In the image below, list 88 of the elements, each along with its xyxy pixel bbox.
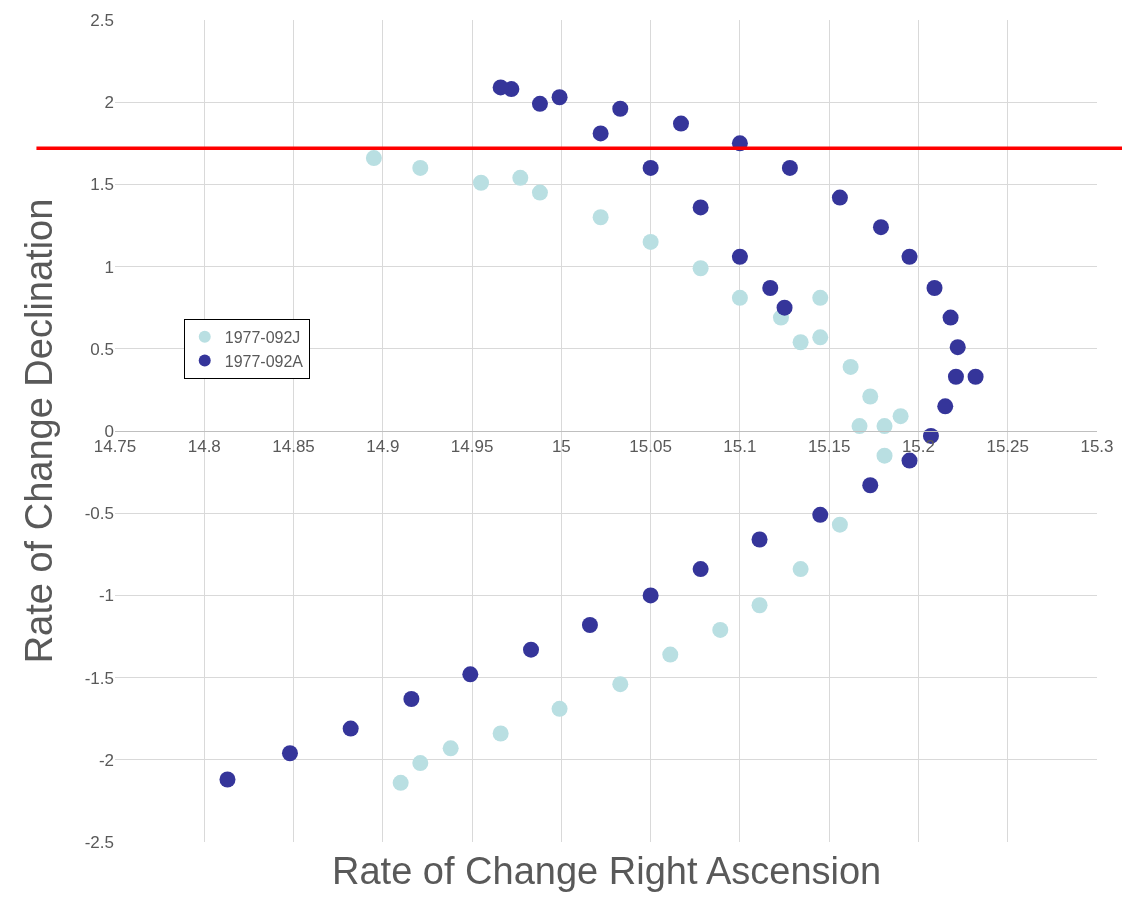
point <box>949 339 966 356</box>
point <box>876 447 893 464</box>
point <box>812 289 829 306</box>
point <box>673 115 689 132</box>
point <box>851 418 868 435</box>
x-tick-label: 15.15 <box>807 437 851 457</box>
x-tick-label: 14.8 <box>187 437 221 457</box>
point <box>731 289 748 306</box>
point <box>967 368 984 385</box>
point <box>403 690 420 707</box>
y-tick-label: -1 <box>98 586 114 606</box>
point <box>792 561 809 578</box>
x-tick-label: 15.05 <box>629 437 672 457</box>
point <box>581 616 598 633</box>
y-axis-title: Rate of Change Declination <box>17 198 60 664</box>
x-axis-title: Rate of Change Right Ascension <box>332 850 882 892</box>
point <box>792 334 809 351</box>
x-tick-label: 15.2 <box>901 437 935 457</box>
point <box>862 477 879 494</box>
y-tick-label: -2.5 <box>84 832 114 852</box>
point <box>342 720 359 737</box>
point <box>842 358 859 375</box>
point <box>219 771 236 788</box>
point <box>442 740 459 757</box>
x-tick-label: 14.9 <box>366 437 400 457</box>
point <box>531 95 548 112</box>
y-tick-label: 2.5 <box>90 10 114 30</box>
y-tick-label: -0.5 <box>84 504 114 524</box>
y-tick-label: 1.5 <box>90 175 114 195</box>
point <box>365 150 382 167</box>
point <box>937 398 954 415</box>
point <box>901 452 918 469</box>
point <box>492 725 509 742</box>
point <box>612 676 629 693</box>
point <box>642 587 659 604</box>
x-tick-label: 15.1 <box>723 437 757 457</box>
point <box>412 755 429 772</box>
point <box>462 666 479 683</box>
point <box>281 745 298 762</box>
point <box>551 700 568 717</box>
legend-label: 1977-092A <box>224 352 304 370</box>
point <box>776 299 793 316</box>
point <box>892 408 909 425</box>
point <box>642 233 659 250</box>
point <box>876 418 893 435</box>
point <box>712 621 729 638</box>
point <box>692 199 709 216</box>
point <box>492 79 509 96</box>
y-tick-label: -2 <box>98 750 114 770</box>
y-tick-label: 2 <box>104 93 114 113</box>
point <box>812 506 829 523</box>
point <box>523 641 540 658</box>
point <box>947 368 964 385</box>
x-tick-label: 15.3 <box>1080 437 1114 457</box>
x-tick-label: 15 <box>551 437 571 457</box>
point <box>592 209 609 226</box>
point <box>831 516 848 533</box>
point <box>473 174 490 191</box>
point <box>642 159 659 176</box>
y-tick-label: 1 <box>104 257 114 277</box>
point <box>612 100 629 117</box>
x-tick-label: 14.85 <box>272 437 315 457</box>
point <box>512 169 529 186</box>
point <box>751 597 768 614</box>
y-tick-label: -1.5 <box>84 668 114 688</box>
point <box>731 248 748 265</box>
point <box>531 184 548 201</box>
point <box>781 159 798 176</box>
point <box>551 89 568 106</box>
point <box>862 388 879 405</box>
point <box>592 125 609 142</box>
x-tick-label: 15.25 <box>986 437 1029 457</box>
legend-label: 1977-092J <box>224 328 301 346</box>
point <box>692 561 709 578</box>
point <box>831 189 848 206</box>
point <box>926 279 943 296</box>
point <box>751 531 768 548</box>
point <box>812 329 829 346</box>
x-tick-label: 14.95 <box>450 437 494 457</box>
y-tick-label: 0.5 <box>90 339 114 359</box>
point <box>692 260 709 277</box>
point <box>412 159 429 176</box>
point <box>662 646 679 663</box>
point <box>762 279 779 296</box>
point <box>942 309 959 326</box>
point <box>392 774 409 791</box>
point <box>901 248 918 265</box>
point <box>872 219 889 236</box>
